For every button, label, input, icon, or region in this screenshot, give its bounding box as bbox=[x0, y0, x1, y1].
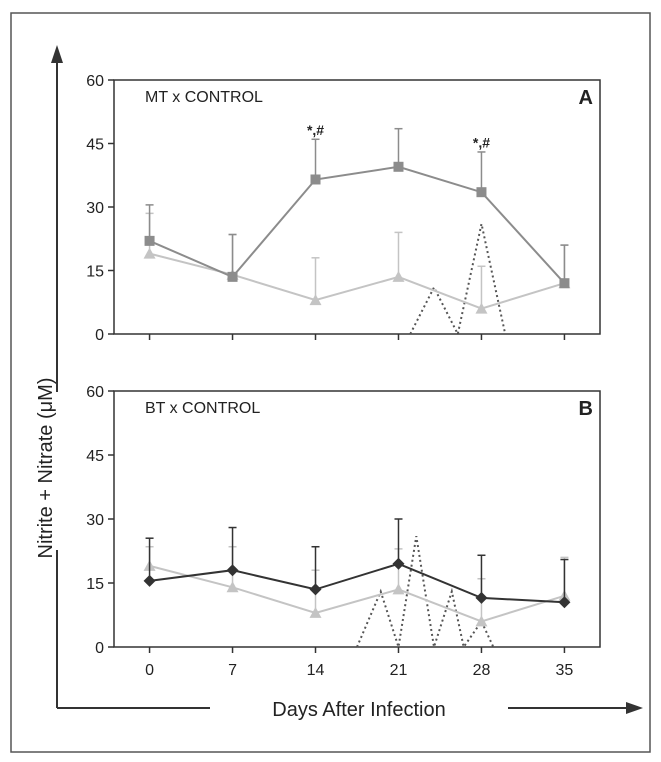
panel-b-bt-point bbox=[143, 574, 156, 587]
panel-b-y-tick-label: 30 bbox=[86, 512, 104, 529]
panel-b-control-point bbox=[475, 615, 488, 627]
x-axis-title: Days After Infection bbox=[272, 699, 445, 721]
panel-a-control-point bbox=[309, 294, 322, 306]
panel-b-x-tick-label: 28 bbox=[473, 662, 491, 679]
panel-b-y-tick-label: 15 bbox=[86, 576, 104, 593]
y-axis-title: Nitrite + Nitrate (μM) bbox=[35, 378, 57, 559]
panel-a-y-tick-label: 30 bbox=[86, 200, 104, 217]
right-arrow-icon bbox=[626, 702, 643, 714]
panel-b-bt-series-line bbox=[149, 562, 565, 604]
panel-b-control-point bbox=[392, 583, 405, 595]
panel-b-control-point bbox=[309, 606, 322, 618]
panel-a-y-tick-label: 0 bbox=[95, 327, 104, 344]
panel-b-letter: B bbox=[579, 398, 593, 420]
panel-a-control-point bbox=[143, 247, 156, 259]
panel-b-x-tick-label: 14 bbox=[307, 662, 325, 679]
panel-a-y-tick-label: 15 bbox=[86, 264, 104, 281]
up-arrow-icon bbox=[51, 45, 63, 63]
panel-a-control-point bbox=[392, 270, 405, 282]
panel-a-y-tick-label: 45 bbox=[86, 137, 104, 154]
panel-a-mt-point bbox=[227, 271, 238, 282]
panel-a-letter: A bbox=[579, 87, 593, 109]
panel-a-mt-series-line bbox=[149, 165, 566, 284]
panel-b-x-tick-label: 21 bbox=[390, 662, 408, 679]
panel-b-y-tick-label: 45 bbox=[86, 448, 104, 465]
panel-b-x-tick-label: 0 bbox=[145, 662, 154, 679]
panel-a-y-tick-label: 60 bbox=[86, 73, 104, 90]
panel-b: BT x CONTROL B 0 15 30 45 60 0 7 14 21 28 35 bbox=[86, 384, 601, 679]
panel-b-control-series-line bbox=[149, 564, 565, 623]
panel-a-significance-label: *,# bbox=[307, 122, 324, 138]
panel-b-bt-point bbox=[558, 596, 571, 609]
panel-a-mt-point bbox=[476, 187, 487, 198]
panel-b-bt-point bbox=[226, 564, 239, 577]
panel-b-x-tick-label: 35 bbox=[556, 662, 574, 679]
panel-a-mt-point bbox=[310, 174, 321, 185]
panel-a-mt-point bbox=[393, 161, 404, 172]
panel-b-bt-point bbox=[309, 583, 322, 596]
panel-a-title: MT x CONTROL bbox=[145, 89, 263, 106]
panel-b-y-tick-label: 0 bbox=[95, 640, 104, 657]
panel-b-y-tick-label: 60 bbox=[86, 384, 104, 401]
panel-b-control-point bbox=[226, 581, 239, 593]
panel-b-bt-point bbox=[392, 557, 405, 570]
panel-b-bt-point bbox=[475, 591, 488, 604]
panel-a-mt-point bbox=[144, 235, 155, 246]
figure-frame bbox=[10, 12, 651, 753]
panel-a: MT x CONTROL A 0 15 30 45 60 *,# *,# bbox=[86, 73, 601, 344]
panel-a-mt-point bbox=[559, 278, 570, 289]
panel-b-title: BT x CONTROL bbox=[145, 400, 260, 417]
panel-a-control-point bbox=[475, 302, 488, 314]
panel-b-x-tick-label: 7 bbox=[228, 662, 237, 679]
panel-a-significance-label: *,# bbox=[473, 135, 490, 151]
